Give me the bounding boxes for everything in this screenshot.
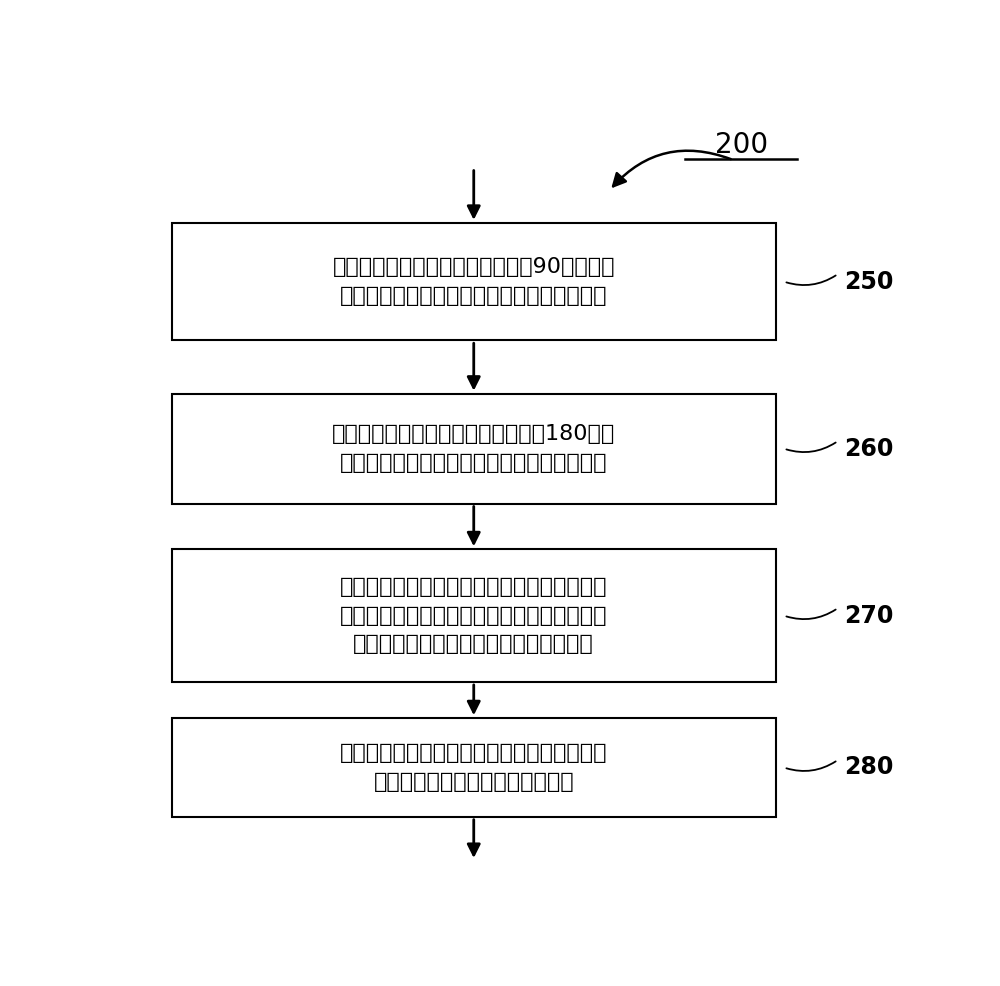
Text: 260: 260 [844,437,894,460]
Text: 光扫平仪中的水平度传感器的第四检测值: 光扫平仪中的水平度传感器的第四检测值 [353,634,594,655]
Text: 否需要对所述激光扫平仪进行校准: 否需要对所述激光扫平仪进行校准 [373,772,574,792]
Bar [172,393,776,504]
Text: 基于所述第三检测值和所述第四检测值确定是: 基于所述第三检测值和所述第四检测值确定是 [340,743,608,763]
Text: 250: 250 [844,269,894,294]
Text: 将激光扫平仪沿竖直轴线水平再旋转180度，: 将激光扫平仪沿竖直轴线水平再旋转180度， [332,424,615,444]
Text: 270: 270 [844,603,894,628]
Text: 将激光扫平仪沿竖直轴线水平旋转90度，获取: 将激光扫平仪沿竖直轴线水平旋转90度，获取 [332,257,615,277]
Text: 并记录所述接收单元上所接收的第二激光位置: 并记录所述接收单元上所接收的第二激光位置 [340,286,608,306]
Text: 200: 200 [715,131,768,159]
Bar [172,223,776,340]
Text: 280: 280 [844,755,894,780]
Text: 单元上的激光位于所述第二激光位置，获取激: 单元上的激光位于所述第二激光位置，获取激 [340,605,608,625]
Bar [172,549,776,682]
Bar [172,718,776,816]
Text: 获取激光扫平仪的水平度传感器的第三检测值: 获取激光扫平仪的水平度传感器的第三检测值 [340,453,608,473]
Text: 调节激光扫平仪发射的激光的坡度，使得接收: 调节激光扫平仪发射的激光的坡度，使得接收 [340,577,608,597]
